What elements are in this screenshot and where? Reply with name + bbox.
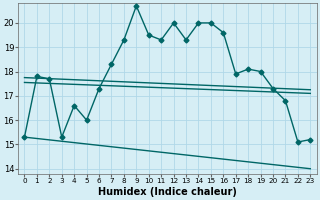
X-axis label: Humidex (Indice chaleur): Humidex (Indice chaleur) bbox=[98, 187, 237, 197]
